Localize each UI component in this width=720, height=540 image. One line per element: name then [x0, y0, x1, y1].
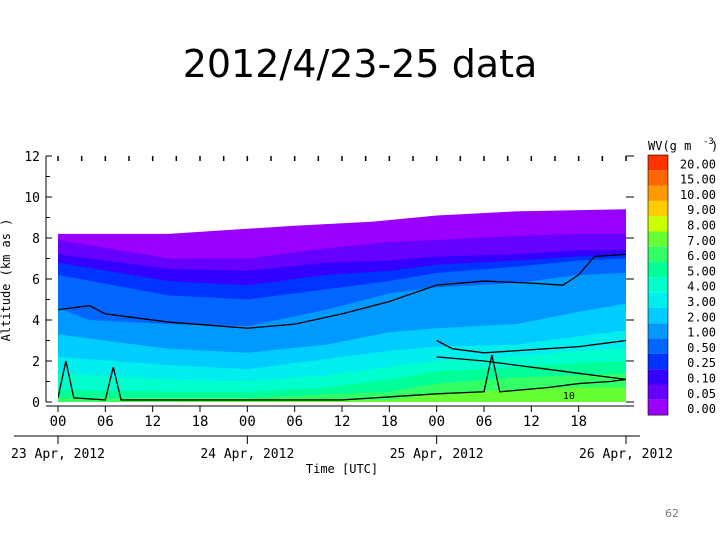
- colorbar-swatch: [648, 353, 668, 370]
- colorbar-swatch: [648, 170, 668, 186]
- x-tick-label: 12: [144, 414, 161, 430]
- colorbar-swatch: [648, 155, 668, 171]
- colorbar-label: 9.00: [687, 203, 716, 217]
- plot-axes: 0 2 4 6 8 10 12 00 06 12 18 00 06 12 18 00 06 12 18 23 Apr,…: [11, 150, 673, 462]
- colorbar-swatch: [648, 231, 668, 247]
- x-tick-label: 06: [286, 414, 303, 430]
- date-label: 24 Apr, 2012: [200, 447, 294, 462]
- colorbar-title-end: ): [711, 139, 718, 153]
- colorbar-title-exp: -3: [703, 137, 714, 147]
- colorbar-swatch: [648, 369, 668, 385]
- contour-line-1: [436, 339, 626, 354]
- heatmap-bands: [58, 209, 626, 402]
- colorbar-frame: [647, 154, 669, 416]
- date-label: 25 Apr, 2012: [390, 447, 484, 462]
- date-label: 23 Apr, 2012: [11, 447, 105, 462]
- colorbar-label: 0.25: [687, 356, 716, 370]
- y-tick-label: 2: [32, 355, 40, 370]
- colorbar-label: 7.00: [687, 234, 716, 248]
- colorbar-label: 8.00: [687, 219, 716, 233]
- y-tick-label: 6: [32, 273, 40, 288]
- contour-line-0: [58, 253, 626, 329]
- colorbar-label: 0.10: [687, 372, 716, 386]
- colorbar-swatch: [648, 200, 668, 217]
- colorbar-swatch: [648, 384, 668, 400]
- colorbar-label: 6.00: [687, 249, 716, 263]
- y-tick-label: 0: [32, 396, 40, 411]
- contour-line-2: [436, 356, 626, 381]
- contour-line-3: [58, 354, 626, 401]
- x-tick-label: 18: [570, 414, 587, 430]
- colorbar-swatch: [648, 262, 668, 278]
- colorbar-label: 0.00: [687, 402, 716, 416]
- colorbar-label: 1.00: [687, 326, 716, 340]
- colorbar-title: WV(g m: [648, 139, 691, 153]
- x-tick-label: 12: [334, 414, 351, 430]
- y-tick-label: 12: [24, 150, 40, 165]
- x-tick-label: 06: [97, 414, 114, 430]
- colorbar-swatch: [648, 323, 668, 339]
- x-tick-label: 06: [476, 414, 493, 430]
- colorbar-label: 10.00: [680, 188, 716, 202]
- x-tick-label: 00: [239, 414, 256, 430]
- colorbar-label: 5.00: [687, 264, 716, 278]
- colorbar-label: 15.00: [680, 173, 716, 187]
- colorbar-swatch: [648, 277, 668, 293]
- x-tick-label: 18: [381, 414, 398, 430]
- x-tick-label: 00: [50, 414, 67, 430]
- colorbar-label: 4.00: [687, 280, 716, 294]
- x-tick-label: 18: [192, 414, 209, 430]
- colorbar-swatch: [648, 308, 668, 324]
- colorbar-swatch: [648, 216, 668, 232]
- x-tick-label: 12: [523, 414, 540, 430]
- date-label: 26 Apr, 2012: [579, 447, 673, 462]
- x-tick-label: 00: [428, 414, 445, 430]
- colorbar-swatch: [648, 399, 668, 416]
- contour-annotation: 10: [563, 391, 575, 402]
- colorbar-label: 0.05: [687, 387, 716, 401]
- slide-number: 62: [665, 507, 679, 520]
- colorbar-swatch: [648, 338, 668, 354]
- colorbar-label: 3.00: [687, 295, 716, 309]
- y-tick-label: 10: [24, 191, 40, 206]
- contour-lines: 10: [58, 253, 626, 402]
- y-tick-label: 8: [32, 232, 40, 247]
- colorbar-label: 0.50: [687, 341, 716, 355]
- y-axis-label: Altitude (km as ): [0, 219, 13, 342]
- slide-title: 2012/4/23-25 data: [182, 42, 538, 86]
- colorbar-swatch: [648, 292, 668, 308]
- band-7.00: [58, 387, 626, 402]
- colorbar-label: 2.00: [687, 310, 716, 324]
- y-tick-label: 4: [32, 314, 40, 329]
- colorbar-label: 20.00: [680, 157, 716, 171]
- colorbar-swatch: [648, 246, 668, 263]
- colorbar-swatch: [648, 185, 668, 201]
- x-axis-label: Time [UTC]: [306, 462, 378, 476]
